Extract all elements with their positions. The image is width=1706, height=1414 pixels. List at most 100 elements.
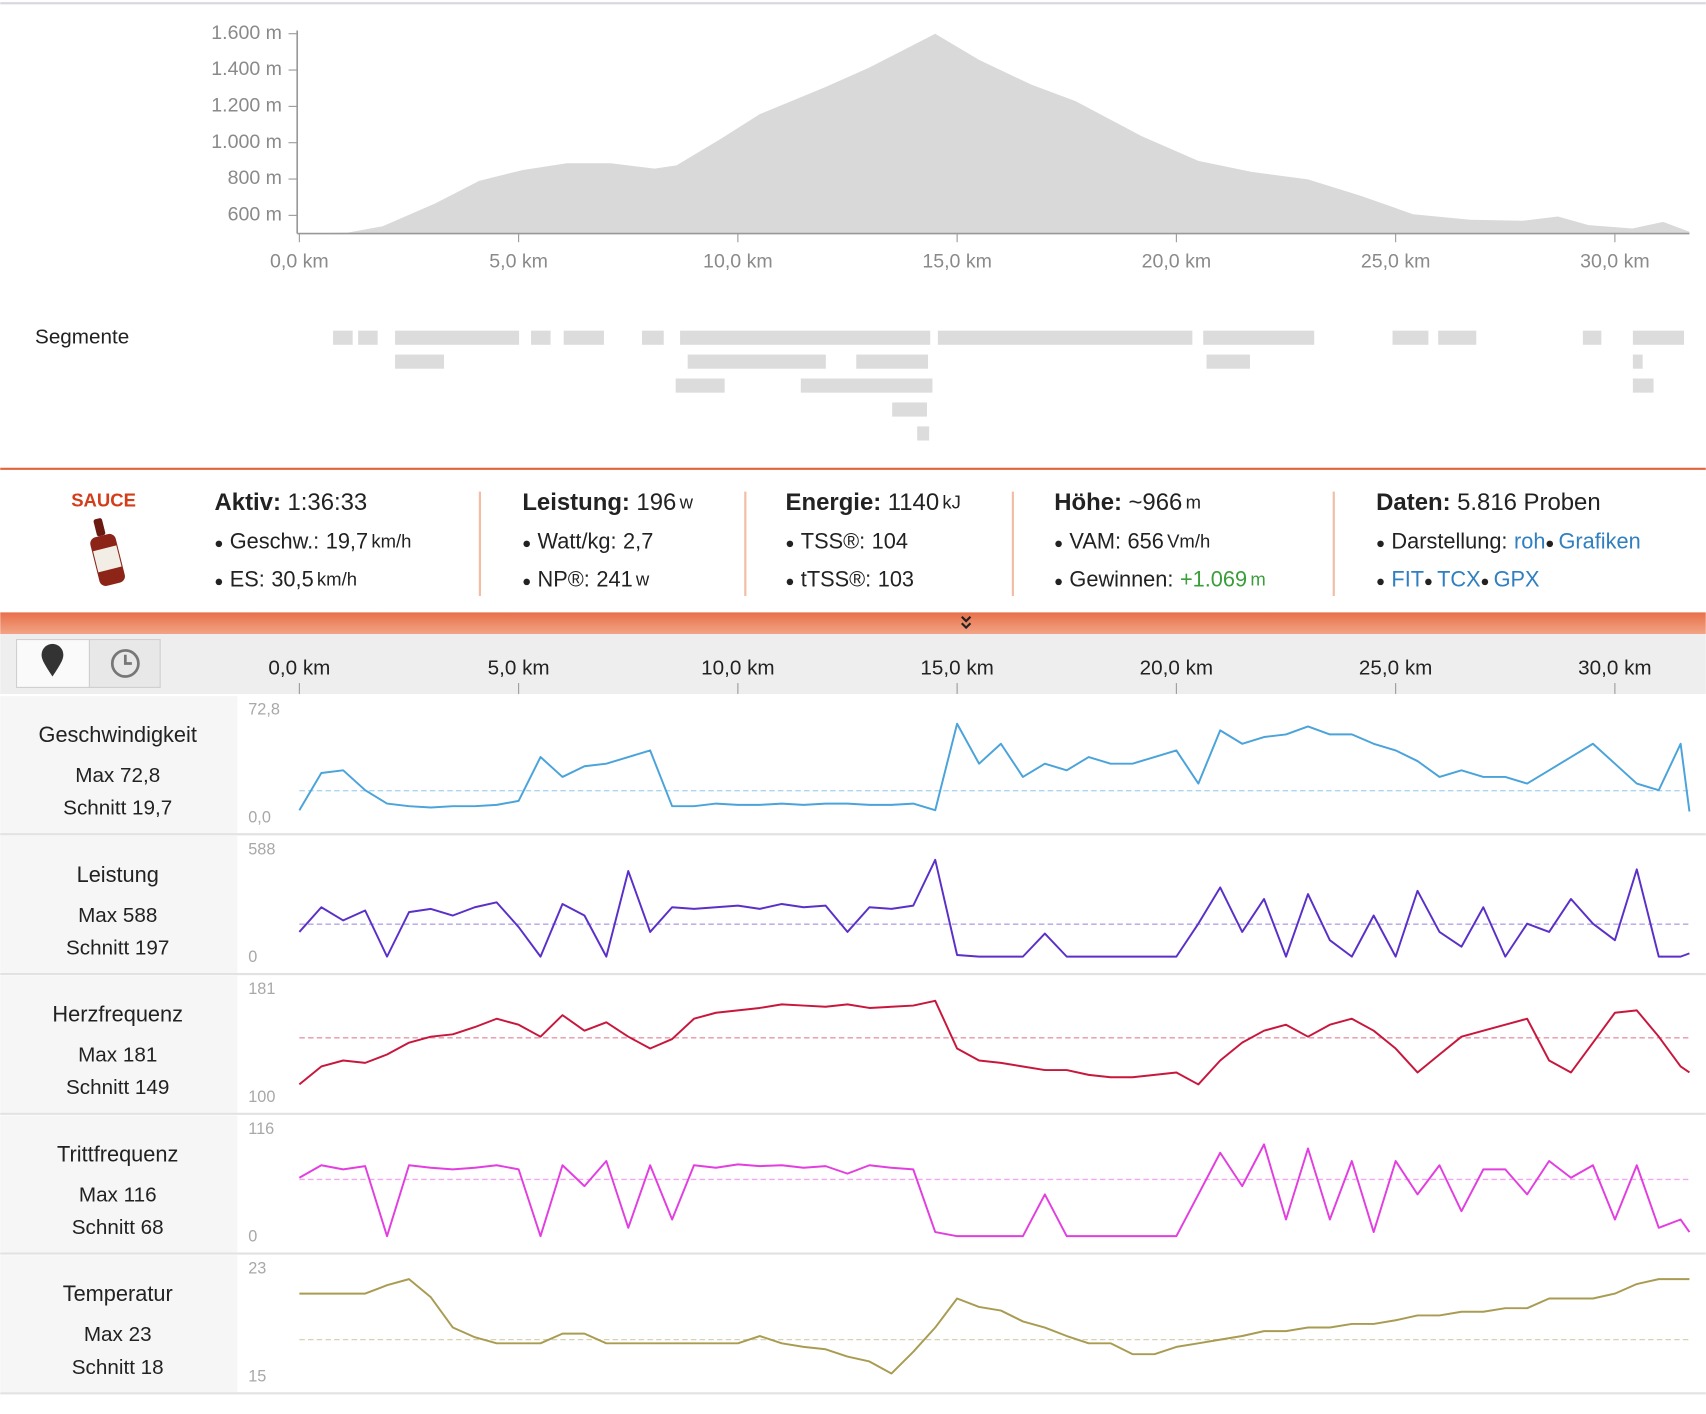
stat-value: 1:36:33 — [287, 489, 367, 516]
stat-value: 104 — [872, 529, 908, 554]
data-link[interactable]: roh — [1514, 529, 1545, 554]
stat-label: NP®: — [538, 567, 590, 592]
segment[interactable] — [358, 330, 378, 345]
stream-line — [299, 1278, 1690, 1375]
y-tick-label: 116 — [248, 1120, 274, 1138]
segment[interactable] — [1632, 330, 1684, 345]
stat-label: Gewinnen: — [1069, 567, 1173, 592]
y-tick-label: 181 — [248, 980, 275, 998]
segment[interactable] — [1582, 330, 1602, 345]
stat-unit: w — [635, 569, 650, 590]
stream-max: Max 23 — [84, 1323, 152, 1346]
stat-unit: w — [679, 491, 694, 512]
y-tick-label: 1.000 m — [211, 131, 282, 153]
segment[interactable] — [333, 330, 353, 345]
y-tick-label: 0 — [248, 948, 257, 966]
segment[interactable] — [531, 330, 551, 345]
stat-unit: km/h — [317, 569, 357, 590]
segment[interactable] — [800, 378, 933, 393]
stat-value: 241 — [596, 567, 632, 592]
stat-value: 30,5 — [271, 567, 313, 592]
stat-label: Daten: — [1376, 489, 1450, 516]
stat-value: 196 — [636, 489, 676, 516]
stat-label: tTSS®: — [801, 567, 871, 592]
stat-value: 19,7 — [326, 529, 368, 554]
stream-name: Geschwindigkeit — [39, 722, 197, 747]
stat-unit: kJ — [942, 491, 960, 512]
stream-avg: Schnitt 18 — [72, 1356, 164, 1379]
stat-value: ~966 — [1128, 489, 1182, 516]
data-link[interactable]: Grafiken — [1558, 529, 1640, 554]
y-tick-label: 15 — [248, 1367, 266, 1385]
bullet — [1425, 578, 1432, 586]
stream-avg: Schnitt 68 — [72, 1216, 164, 1239]
stream-line — [298, 1143, 1691, 1238]
segment[interactable] — [856, 354, 929, 369]
stream-line — [298, 858, 1690, 958]
stat-value: 2,7 — [623, 529, 653, 554]
stream-plot-panel — [237, 1115, 1706, 1253]
data-link[interactable]: TCX — [1437, 567, 1481, 592]
stat-label: Höhe: — [1054, 489, 1122, 516]
collapse-bar[interactable] — [0, 612, 1706, 635]
bullet — [1481, 578, 1489, 586]
data-link[interactable]: GPX — [1494, 567, 1540, 592]
y-tick-label: 1.600 m — [211, 22, 282, 44]
segment[interactable] — [680, 330, 931, 345]
stream-avg: Schnitt 149 — [66, 1076, 169, 1099]
stat-label: Leistung: — [522, 489, 630, 516]
segment[interactable] — [675, 378, 725, 393]
y-tick-label: 800 m — [228, 167, 282, 189]
stream-max: Max 181 — [78, 1044, 157, 1067]
segment[interactable] — [1203, 330, 1315, 345]
x-tick-label: 5,0 km — [489, 250, 548, 272]
bullet — [523, 578, 530, 586]
y-tick-label: 588 — [248, 840, 275, 858]
bullet — [1546, 540, 1554, 548]
stream-line — [298, 722, 1691, 812]
x-tick-label: 5,0 km — [488, 656, 550, 679]
segment[interactable] — [1392, 330, 1429, 345]
stream-name: Temperatur — [63, 1281, 173, 1306]
segment[interactable] — [687, 354, 826, 369]
y-tick-label: 72,8 — [248, 701, 280, 719]
bullet — [1377, 540, 1384, 548]
bullet — [523, 540, 530, 548]
stream-label-panel — [0, 696, 238, 834]
x-tick-label: 20,0 km — [1140, 656, 1213, 679]
segment[interactable] — [563, 330, 604, 345]
stat-label: Aktiv: — [215, 489, 281, 516]
stat-value: 1140 — [888, 489, 939, 516]
segment[interactable] — [892, 402, 927, 417]
segment[interactable] — [1438, 330, 1477, 345]
segment[interactable] — [641, 330, 664, 345]
stat-value: 103 — [878, 567, 914, 592]
collapse-icon[interactable] — [961, 615, 972, 630]
y-tick-label: 0 — [248, 1228, 257, 1246]
x-tick-label: 15,0 km — [920, 656, 993, 679]
x-tick-label: 0,0 km — [270, 250, 329, 272]
stat-unit: km/h — [371, 531, 411, 552]
bottle-icon — [90, 518, 125, 586]
bullet — [1377, 578, 1384, 586]
segment[interactable] — [1632, 378, 1654, 393]
y-tick-label: 600 m — [228, 204, 282, 226]
segment[interactable] — [395, 330, 520, 345]
segment[interactable] — [917, 426, 930, 441]
segment[interactable] — [937, 330, 1193, 345]
segment[interactable] — [1632, 354, 1643, 369]
stat-label: Energie: — [786, 489, 882, 516]
stream-plot-panel — [237, 696, 1706, 834]
x-tick-label: 15,0 km — [922, 250, 992, 272]
segment[interactable] — [1206, 354, 1251, 369]
data-link[interactable]: FIT — [1391, 567, 1424, 592]
stat-label: Geschw.: — [230, 529, 319, 554]
y-tick-label: 1.400 m — [211, 58, 282, 80]
stream-label-panel — [0, 1255, 238, 1393]
segment[interactable] — [395, 354, 445, 369]
stat-unit: Vm/h — [1167, 531, 1210, 552]
stream-label-panel — [0, 1115, 238, 1253]
stat-label: Darstellung: — [1391, 529, 1507, 554]
